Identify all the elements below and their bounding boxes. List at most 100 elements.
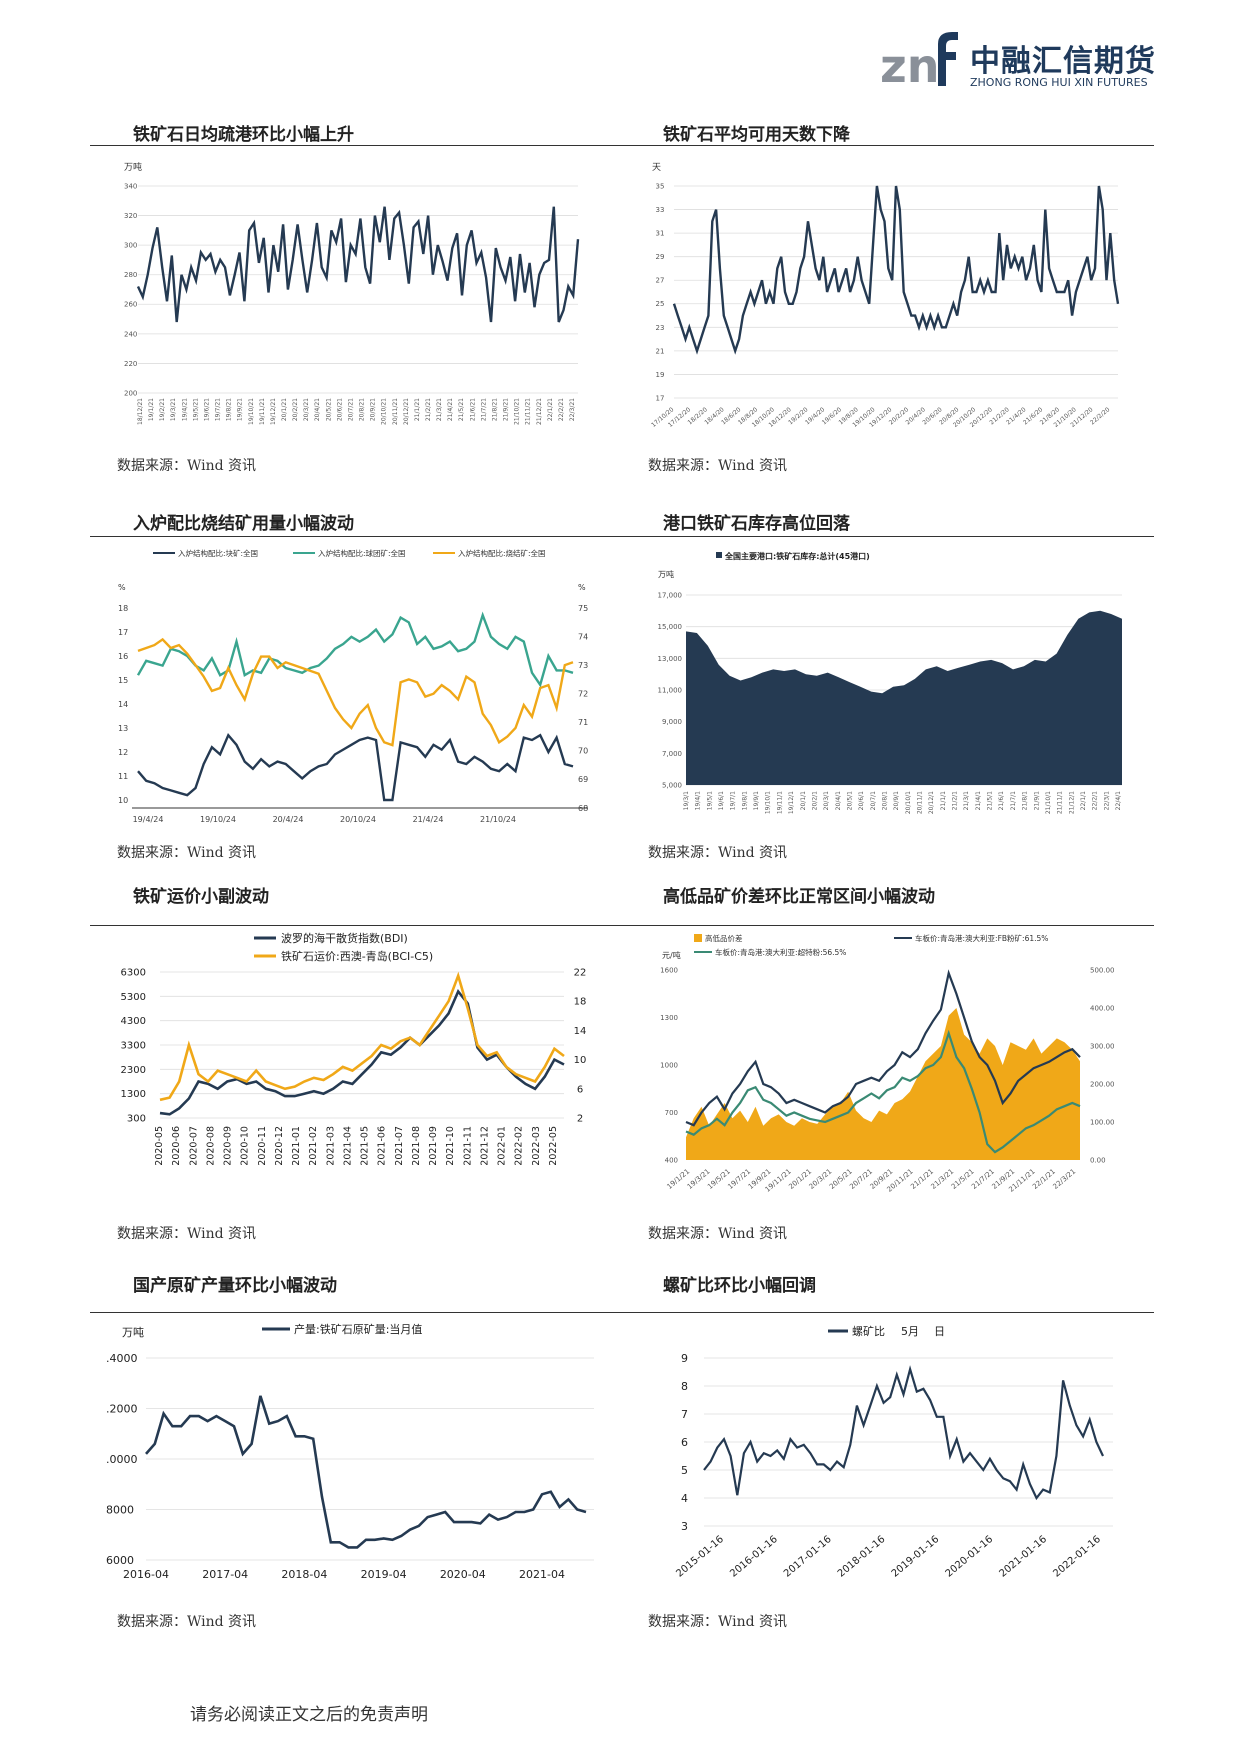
x-tick-label: 22/3/21 bbox=[1051, 1167, 1077, 1190]
y-axis-unit-left: % bbox=[118, 583, 126, 592]
legend-label: 5月 bbox=[901, 1325, 919, 1338]
x-tick-label: 2022-05 bbox=[548, 1126, 559, 1166]
section-title-8: 螺矿比环比小幅回调 bbox=[663, 1276, 816, 1296]
y-tick-label: 74 bbox=[578, 632, 588, 641]
x-tick-label: 2021-01-16 bbox=[997, 1534, 1049, 1580]
x-tick-label: 21/12/1 bbox=[1068, 791, 1075, 814]
y-axis-unit-right: % bbox=[578, 583, 586, 592]
chart-port-inventory: 全国主要港口:铁矿石库存:总计(45港口) 万吨 5,000 7,000 9,000 11… bbox=[648, 545, 1128, 835]
series-line bbox=[159, 971, 565, 1102]
section-title-4: 港口铁矿石库存高位回落 bbox=[663, 514, 850, 534]
y-tick-label: 200.00 bbox=[1090, 1080, 1115, 1088]
y-tick-label: 3 bbox=[681, 1520, 688, 1533]
y-tick-label: 35 bbox=[656, 182, 665, 190]
x-tick-label: 2021-02 bbox=[308, 1126, 319, 1166]
x-tick-label: 20/3/21 bbox=[303, 398, 310, 421]
x-tick-label: 19/10/24 bbox=[200, 815, 236, 824]
y-tick-label: 5 bbox=[681, 1464, 688, 1477]
x-tick-label: 2015-01-16 bbox=[674, 1534, 726, 1580]
y-tick-label: 22 bbox=[574, 968, 587, 979]
y-tick-label: 220 bbox=[124, 360, 137, 368]
y-tick-label: 73 bbox=[578, 661, 588, 670]
y-tick-label: 300 bbox=[124, 242, 137, 250]
y-tick-label: 400.00 bbox=[1090, 1004, 1115, 1012]
x-tick-label: 20/9/21 bbox=[370, 398, 377, 421]
y-tick-label: 71 bbox=[578, 718, 588, 727]
x-tick-label: 2021-10 bbox=[445, 1126, 456, 1166]
source-note-3: 数据来源：Wind 资讯 bbox=[117, 845, 257, 861]
x-tick-label: 22/3/1 bbox=[1103, 791, 1110, 810]
x-tick-label: 21/1/1 bbox=[940, 791, 947, 810]
y-tick-label: 14 bbox=[118, 700, 128, 709]
x-tick-label: 19/12/1 bbox=[788, 791, 795, 814]
series-line bbox=[137, 637, 574, 747]
legend-label: 铁矿石运价:西澳-青岛(BCI-C5) bbox=[281, 949, 433, 963]
y-tick-label: 2 bbox=[577, 1114, 583, 1125]
x-tick-label: 2020-12 bbox=[274, 1126, 285, 1166]
x-tick-label: 19/6/21 bbox=[203, 398, 210, 421]
y-tick-label: 19 bbox=[656, 371, 665, 379]
y-tick-label: 10 bbox=[118, 796, 128, 805]
y-tick-label: .2000 bbox=[106, 1402, 138, 1415]
y-tick-label: 7,000 bbox=[662, 750, 682, 758]
x-tick-label: 20/4/24 bbox=[273, 815, 304, 824]
x-tick-label: 2022-01-16 bbox=[1051, 1534, 1103, 1580]
y-tick-label: 33 bbox=[656, 206, 665, 214]
x-tick-label: 20/8/21 bbox=[359, 398, 366, 421]
x-tick-label: 21/4/24 bbox=[413, 815, 444, 824]
y-tick-label: 72 bbox=[578, 690, 588, 699]
section-title-7: 国产原矿产量环比小幅波动 bbox=[133, 1276, 337, 1296]
x-tick-label: 2016-01-16 bbox=[728, 1534, 780, 1580]
x-tick-label: 19/10/1 bbox=[765, 791, 772, 814]
x-tick-label: 2021-06 bbox=[377, 1126, 388, 1166]
section-title-1: 铁矿石日均疏港环比小幅上升 bbox=[133, 125, 354, 145]
x-tick-label: 21/6/21 bbox=[469, 398, 476, 421]
x-tick-label: 2020-04 bbox=[440, 1568, 486, 1581]
x-tick-label: 19/11/1 bbox=[776, 791, 783, 814]
legend-label: 高低品价差 bbox=[705, 933, 743, 943]
y-tick-label: 3300 bbox=[121, 1041, 146, 1052]
x-tick-label: 21/5/21 bbox=[458, 398, 465, 421]
series-line bbox=[145, 1395, 587, 1549]
y-tick-label: 21 bbox=[656, 347, 665, 355]
x-tick-label: 20/2/21 bbox=[292, 398, 299, 421]
y-tick-label: 16 bbox=[118, 652, 128, 661]
legend-label: 入炉结构配比:球团矿:全国 bbox=[318, 548, 406, 558]
series-line bbox=[672, 185, 1120, 355]
section-rule-2 bbox=[90, 536, 1154, 537]
x-tick-label: 20/4/1 bbox=[835, 791, 842, 810]
legend-label: 产量:铁矿石原矿量:当月值 bbox=[294, 1322, 422, 1336]
y-tick-label: 12 bbox=[118, 748, 128, 757]
x-tick-label: 2017-04 bbox=[202, 1568, 248, 1581]
y-tick-label: 300 bbox=[127, 1114, 146, 1125]
y-tick-label: 31 bbox=[656, 230, 665, 238]
chart-furnace-ratio: 入炉结构配比:块矿:全国 入炉结构配比:球团矿:全国 入炉结构配比:烧结矿:全国%%… bbox=[118, 540, 598, 830]
legend-label: 波罗的海干散货指数(BDI) bbox=[281, 931, 408, 945]
x-tick-label: 21/9/1 bbox=[1033, 791, 1040, 810]
y-axis-unit: 万吨 bbox=[658, 569, 674, 579]
x-tick-label: 22/4/1 bbox=[1115, 791, 1122, 810]
x-tick-label: 19/5/21 bbox=[192, 398, 199, 421]
x-tick-label: 2018-04 bbox=[281, 1568, 327, 1581]
x-tick-label: 19/7/21 bbox=[215, 398, 222, 421]
legend-label: 入炉结构配比:烧结矿:全国 bbox=[458, 548, 546, 558]
x-tick-label: 19/9/1 bbox=[753, 791, 760, 810]
x-tick-label: 2021-07 bbox=[394, 1126, 405, 1166]
y-tick-label: 13 bbox=[118, 724, 128, 733]
x-tick-label: 21/2/21 bbox=[425, 398, 432, 421]
y-tick-label: 340 bbox=[124, 182, 137, 190]
x-tick-label: 2020-05 bbox=[154, 1126, 165, 1166]
y-tick-label: 75 bbox=[578, 604, 588, 613]
legend-label: 全国主要港口:铁矿石库存:总计(45港口) bbox=[724, 551, 870, 561]
y-tick-label: 25 bbox=[656, 300, 665, 308]
x-tick-label: 19/12/21 bbox=[270, 398, 277, 425]
x-tick-label: 21/11/1 bbox=[1057, 791, 1064, 814]
x-tick-label: 2019-04 bbox=[361, 1568, 407, 1581]
section-rule-4 bbox=[90, 1312, 1154, 1313]
x-tick-label: 2022-02 bbox=[514, 1126, 525, 1166]
x-tick-label: 19/3/21 bbox=[170, 398, 177, 421]
x-tick-label: 19/1/21 bbox=[148, 398, 155, 421]
series-line bbox=[136, 206, 580, 323]
x-tick-label: 2021-03 bbox=[325, 1126, 336, 1166]
y-tick-label: 240 bbox=[124, 330, 137, 338]
